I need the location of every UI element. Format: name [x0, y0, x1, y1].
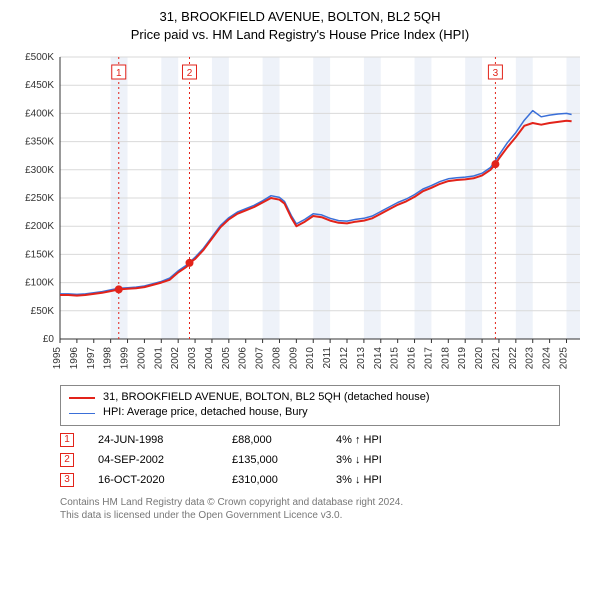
chart-title: 31, BROOKFIELD AVENUE, BOLTON, BL2 5QH P… [10, 8, 590, 43]
sale-hpi: 3% ↓ HPI [336, 474, 426, 486]
svg-text:1995: 1995 [52, 347, 63, 370]
svg-text:£350K: £350K [25, 137, 54, 148]
svg-text:2018: 2018 [440, 347, 451, 370]
svg-text:2013: 2013 [356, 347, 367, 370]
svg-text:3: 3 [493, 68, 499, 79]
legend-label: 31, BROOKFIELD AVENUE, BOLTON, BL2 5QH (… [103, 390, 429, 405]
svg-text:1996: 1996 [69, 347, 80, 370]
svg-text:2003: 2003 [187, 347, 198, 370]
svg-text:£200K: £200K [25, 221, 54, 232]
sale-marker: 2 [60, 453, 74, 467]
svg-text:2017: 2017 [423, 347, 434, 370]
svg-text:2007: 2007 [255, 347, 266, 370]
svg-text:2011: 2011 [322, 347, 333, 369]
title-line-1: 31, BROOKFIELD AVENUE, BOLTON, BL2 5QH [10, 8, 590, 26]
sales-row: 1 24-JUN-1998 £88,000 4% ↑ HPI [60, 430, 560, 450]
sale-hpi: 4% ↑ HPI [336, 434, 426, 446]
sales-row: 3 16-OCT-2020 £310,000 3% ↓ HPI [60, 470, 560, 490]
legend-swatch [69, 397, 95, 399]
svg-text:£300K: £300K [25, 165, 54, 176]
legend: 31, BROOKFIELD AVENUE, BOLTON, BL2 5QH (… [60, 385, 560, 426]
svg-text:2004: 2004 [204, 347, 215, 370]
footnote: Contains HM Land Registry data © Crown c… [60, 496, 560, 522]
svg-text:2022: 2022 [508, 347, 519, 370]
svg-text:£100K: £100K [25, 278, 54, 289]
svg-text:£50K: £50K [31, 306, 55, 317]
legend-row: HPI: Average price, detached house, Bury [69, 405, 551, 420]
svg-text:2000: 2000 [136, 347, 147, 370]
svg-text:2025: 2025 [558, 347, 569, 370]
svg-text:2014: 2014 [373, 347, 384, 370]
chart-container: 31, BROOKFIELD AVENUE, BOLTON, BL2 5QH P… [0, 0, 600, 590]
svg-text:1998: 1998 [103, 347, 114, 370]
legend-row: 31, BROOKFIELD AVENUE, BOLTON, BL2 5QH (… [69, 390, 551, 405]
legend-swatch [69, 413, 95, 414]
sale-price: £88,000 [232, 434, 312, 446]
svg-text:2016: 2016 [407, 347, 418, 370]
sale-date: 24-JUN-1998 [98, 434, 208, 446]
svg-text:2005: 2005 [221, 347, 232, 370]
svg-text:2006: 2006 [238, 347, 249, 370]
price-chart: £0 £50K £100K £150K £200K £250K £300K £350K £400… [10, 49, 590, 379]
sales-table: 1 24-JUN-1998 £88,000 4% ↑ HPI 2 04-SEP-2002 £… [60, 430, 560, 490]
sale-marker: 1 [60, 433, 74, 447]
legend-label: HPI: Average price, detached house, Bury [103, 405, 308, 420]
svg-text:2009: 2009 [288, 347, 299, 370]
svg-text:2012: 2012 [339, 347, 350, 370]
svg-text:2008: 2008 [271, 347, 282, 370]
svg-text:2010: 2010 [305, 347, 316, 370]
sale-price: £135,000 [232, 454, 312, 466]
svg-text:2019: 2019 [457, 347, 468, 370]
svg-text:2015: 2015 [390, 347, 401, 370]
svg-text:2020: 2020 [474, 347, 485, 370]
sale-hpi: 3% ↓ HPI [336, 454, 426, 466]
svg-text:2024: 2024 [542, 347, 553, 370]
svg-text:2002: 2002 [170, 347, 181, 370]
svg-text:2: 2 [187, 68, 193, 79]
sale-date: 04-SEP-2002 [98, 454, 208, 466]
svg-text:£250K: £250K [25, 193, 54, 204]
svg-text:2021: 2021 [491, 347, 502, 370]
sale-date: 16-OCT-2020 [98, 474, 208, 486]
footnote-line-1: Contains HM Land Registry data © Crown c… [60, 496, 560, 509]
svg-text:2001: 2001 [153, 347, 164, 370]
svg-text:2023: 2023 [525, 347, 536, 370]
svg-text:£150K: £150K [25, 249, 54, 260]
svg-text:£0: £0 [43, 334, 55, 345]
sales-row: 2 04-SEP-2002 £135,000 3% ↓ HPI [60, 450, 560, 470]
sale-price: £310,000 [232, 474, 312, 486]
svg-text:£400K: £400K [25, 108, 54, 119]
svg-text:£450K: £450K [25, 80, 54, 91]
footnote-line-2: This data is licensed under the Open Gov… [60, 509, 560, 522]
svg-text:£500K: £500K [25, 52, 54, 63]
sale-marker: 3 [60, 473, 74, 487]
svg-text:1999: 1999 [120, 347, 131, 370]
svg-text:1997: 1997 [86, 347, 97, 370]
title-line-2: Price paid vs. HM Land Registry's House … [10, 26, 590, 44]
svg-text:1: 1 [116, 68, 122, 79]
